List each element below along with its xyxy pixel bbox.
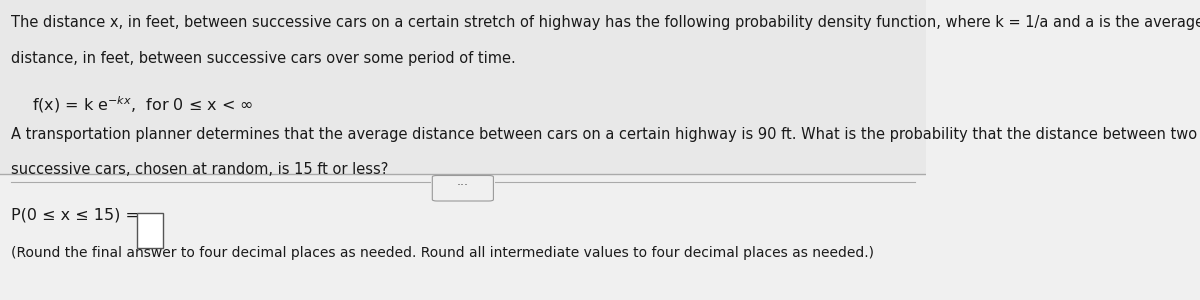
Text: ···: ··· bbox=[457, 179, 469, 193]
Bar bbox=[0, 174, 925, 300]
Text: distance, in feet, between successive cars over some period of time.: distance, in feet, between successive ca… bbox=[11, 51, 516, 66]
FancyBboxPatch shape bbox=[432, 176, 493, 201]
Text: P(0 ≤ x ≤ 15) =: P(0 ≤ x ≤ 15) = bbox=[11, 207, 139, 222]
Bar bbox=[0, 0, 925, 174]
Text: (Round the final answer to four decimal places as needed. Round all intermediate: (Round the final answer to four decimal … bbox=[11, 246, 874, 260]
Bar bbox=[137, 213, 163, 248]
Text: The distance x, in feet, between successive cars on a certain stretch of highway: The distance x, in feet, between success… bbox=[11, 15, 1200, 30]
Text: f(x) = k e$^{-kx}$,  for 0 ≤ x < ∞: f(x) = k e$^{-kx}$, for 0 ≤ x < ∞ bbox=[32, 94, 253, 115]
Text: successive cars, chosen at random, is 15 ft or less?: successive cars, chosen at random, is 15… bbox=[11, 162, 389, 177]
Text: A transportation planner determines that the average distance between cars on a : A transportation planner determines that… bbox=[11, 128, 1198, 142]
